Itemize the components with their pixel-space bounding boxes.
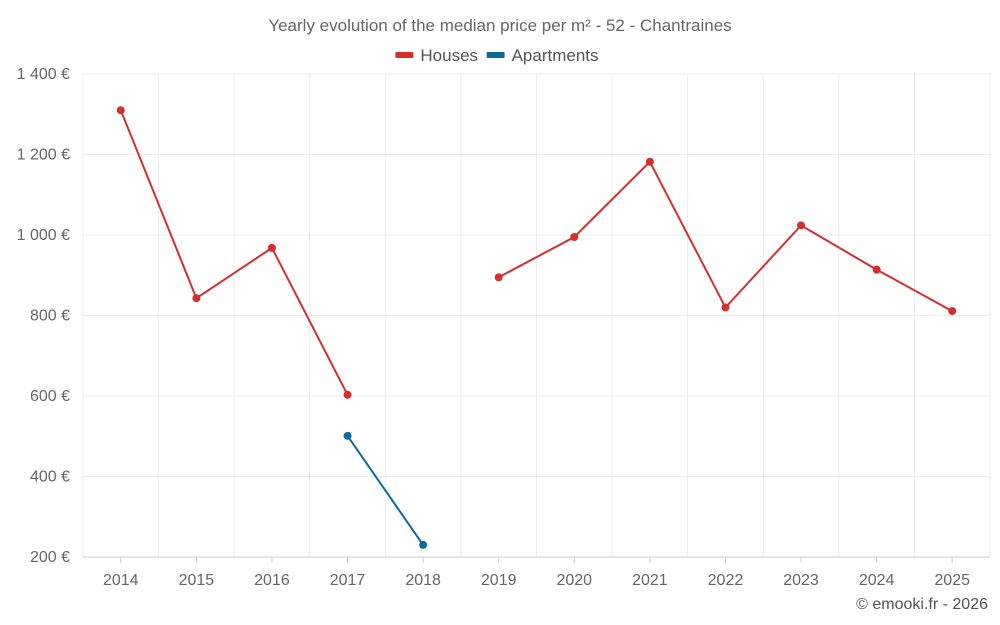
houses-point[interactable] bbox=[192, 294, 201, 303]
x-axis: 2014 2015 2016 2017 2018 2019 2020 2021 2022 2023… bbox=[103, 557, 970, 589]
series-layer bbox=[116, 106, 957, 549]
houses-line bbox=[498, 160, 953, 312]
houses-point[interactable] bbox=[494, 273, 503, 282]
houses-point[interactable] bbox=[116, 106, 125, 115]
y-tick-label: 400 € bbox=[30, 469, 70, 486]
y-tick-label: 1 000 € bbox=[17, 227, 70, 244]
x-tick-label: 2023 bbox=[783, 572, 819, 589]
y-axis: 200 € 400 € 600 € 800 € 1 000 € 1 200 € 1 400 … bbox=[17, 66, 70, 566]
x-tick-label: 2025 bbox=[934, 572, 970, 589]
series-apartments[interactable] bbox=[343, 431, 428, 549]
x-tick-label: 2018 bbox=[405, 572, 441, 589]
y-tick-label: 800 € bbox=[30, 308, 70, 325]
x-tick-label: 2022 bbox=[708, 572, 744, 589]
legend-item-apartments[interactable]: Apartments bbox=[486, 46, 599, 65]
y-tick-label: 600 € bbox=[30, 388, 70, 405]
houses-point[interactable] bbox=[570, 233, 579, 242]
legend-swatch bbox=[486, 52, 505, 58]
x-tick-label: 2015 bbox=[179, 572, 215, 589]
series-houses[interactable] bbox=[116, 106, 957, 399]
legend-label: Apartments bbox=[512, 46, 599, 65]
x-tick-label: 2020 bbox=[556, 572, 592, 589]
legend-label: Houses bbox=[420, 46, 478, 65]
houses-point[interactable] bbox=[267, 243, 276, 252]
y-tick-label: 1 200 € bbox=[17, 147, 70, 164]
legend-item-houses[interactable]: Houses bbox=[395, 46, 478, 65]
credit-text: © emooki.fr - 2026 bbox=[856, 596, 988, 613]
houses-point[interactable] bbox=[343, 390, 352, 399]
y-tick-label: 1 400 € bbox=[17, 66, 70, 83]
x-tick-label: 2017 bbox=[330, 572, 366, 589]
x-tick-label: 2014 bbox=[103, 572, 139, 589]
x-tick-label: 2016 bbox=[254, 572, 290, 589]
apartments-point[interactable] bbox=[343, 431, 352, 440]
x-tick-label: 2019 bbox=[481, 572, 517, 589]
houses-point[interactable] bbox=[948, 307, 957, 316]
legend[interactable]: Houses Apartments bbox=[395, 46, 599, 65]
houses-point[interactable] bbox=[645, 157, 654, 166]
houses-point[interactable] bbox=[721, 303, 730, 312]
x-tick-label: 2024 bbox=[859, 572, 895, 589]
apartments-line bbox=[346, 435, 424, 546]
legend-swatch bbox=[395, 52, 414, 58]
houses-line bbox=[119, 109, 349, 396]
x-tick-label: 2021 bbox=[632, 572, 668, 589]
y-tick-label: 200 € bbox=[30, 549, 70, 566]
houses-point[interactable] bbox=[797, 221, 806, 230]
chart-title: Yearly evolution of the median price per… bbox=[268, 16, 731, 35]
apartments-point[interactable] bbox=[419, 540, 428, 549]
houses-point[interactable] bbox=[872, 265, 881, 274]
